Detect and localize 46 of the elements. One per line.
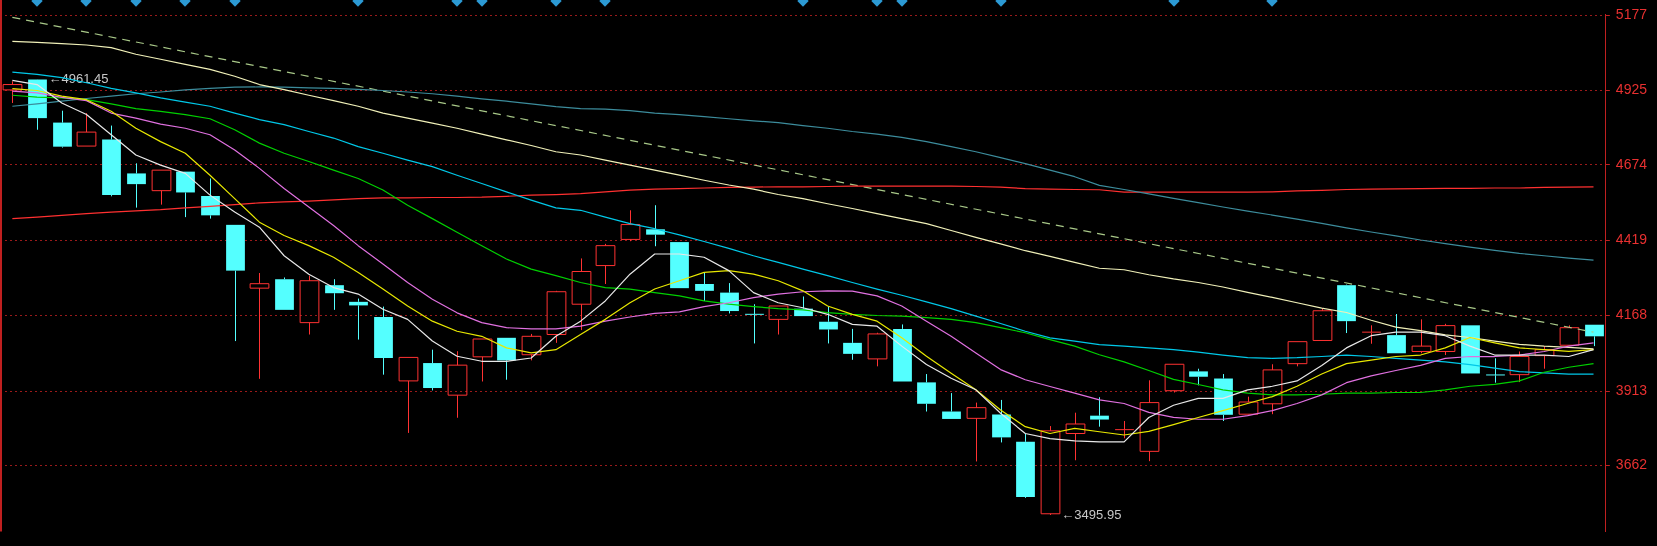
candlestick: [275, 276, 294, 310]
candlestick: [595, 243, 616, 285]
candlestick: [646, 204, 665, 247]
candlestick: [374, 306, 393, 376]
candlestick: [1065, 412, 1086, 461]
candlestick: [893, 323, 912, 382]
candlestick: [843, 328, 862, 361]
candlestick: [695, 271, 714, 302]
y-tick-label: 4925: [1615, 81, 1648, 98]
candlestick: [226, 224, 245, 342]
candlestick: [176, 171, 195, 218]
candlestick: [768, 305, 789, 336]
annotation: ←3495.95: [1061, 506, 1122, 522]
candlestick: [917, 373, 936, 413]
candlestick: [1387, 313, 1406, 354]
y-tick-label: 5177: [1615, 6, 1648, 23]
candlestick: [1090, 396, 1109, 428]
candlestick: [966, 402, 987, 462]
y-tick-label: 4168: [1615, 306, 1648, 323]
candlestick: [53, 110, 72, 147]
y-tick-label: 4419: [1615, 231, 1648, 248]
candlestick: [447, 350, 468, 419]
candlestick: [744, 303, 765, 344]
candlestick: [1411, 318, 1432, 354]
candlestick: [992, 399, 1011, 443]
annotation: ←4961.45: [48, 70, 109, 86]
candlestick: [1361, 324, 1382, 345]
candlestick: [472, 338, 493, 382]
candlestick: [398, 356, 419, 434]
candlestick: [1585, 324, 1604, 347]
candlestick: [423, 349, 442, 391]
y-tick-label: 3913: [1615, 381, 1648, 398]
candlestick: [127, 162, 146, 209]
candlestick: [249, 272, 270, 380]
candlestick: [1337, 285, 1356, 334]
candlestick: [1016, 433, 1035, 498]
candlestick: [151, 169, 172, 206]
candlestick: [1559, 324, 1580, 346]
candlestick: [1139, 379, 1160, 462]
candlestick: [819, 306, 838, 344]
candlestick: [571, 257, 592, 331]
candlestick: [76, 112, 97, 147]
y-tick-label: 4674: [1615, 155, 1648, 172]
candlestick: [299, 275, 320, 336]
y-tick-label: 3662: [1615, 456, 1648, 473]
candlestick: [942, 392, 961, 419]
